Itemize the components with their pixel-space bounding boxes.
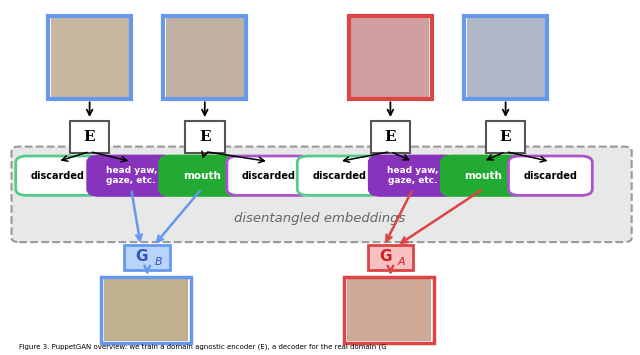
Text: E: E: [84, 130, 95, 144]
Text: disentangled embeddings: disentangled embeddings: [234, 212, 406, 225]
Text: mouth: mouth: [182, 171, 221, 181]
Text: Figure 3. PuppetGAN overview: we train a domain agnostic encoder (E), a decoder : Figure 3. PuppetGAN overview: we train a…: [19, 343, 387, 350]
FancyBboxPatch shape: [166, 17, 244, 98]
Text: discarded: discarded: [242, 171, 296, 181]
Text: $\mathbf{G}$: $\mathbf{G}$: [136, 247, 148, 264]
FancyBboxPatch shape: [51, 17, 129, 98]
Text: $\mathit{A}$: $\mathit{A}$: [397, 255, 406, 267]
Text: $\mathit{B}$: $\mathit{B}$: [154, 255, 163, 267]
Text: discarded: discarded: [312, 171, 366, 181]
FancyBboxPatch shape: [347, 278, 431, 341]
FancyBboxPatch shape: [298, 156, 381, 195]
Text: E: E: [385, 130, 396, 144]
Text: E: E: [500, 130, 511, 144]
FancyBboxPatch shape: [467, 17, 545, 98]
FancyBboxPatch shape: [369, 156, 456, 195]
FancyBboxPatch shape: [15, 156, 100, 195]
Text: discarded: discarded: [524, 171, 577, 181]
Text: head yaw,
gaze, etc.: head yaw, gaze, etc.: [106, 166, 157, 185]
FancyBboxPatch shape: [227, 156, 311, 195]
FancyBboxPatch shape: [160, 156, 244, 195]
Text: $\mathbf{G}$: $\mathbf{G}$: [379, 247, 392, 264]
FancyBboxPatch shape: [371, 121, 410, 153]
FancyBboxPatch shape: [185, 121, 225, 153]
FancyBboxPatch shape: [12, 147, 632, 242]
FancyBboxPatch shape: [367, 245, 413, 270]
FancyBboxPatch shape: [442, 156, 525, 195]
FancyBboxPatch shape: [509, 156, 593, 195]
FancyBboxPatch shape: [486, 121, 525, 153]
Text: mouth: mouth: [464, 171, 502, 181]
FancyBboxPatch shape: [351, 17, 429, 98]
FancyBboxPatch shape: [88, 156, 175, 195]
Text: E: E: [199, 130, 211, 144]
FancyBboxPatch shape: [104, 278, 188, 341]
FancyBboxPatch shape: [124, 245, 170, 270]
Text: discarded: discarded: [31, 171, 84, 181]
Text: head yaw,
gaze, etc.: head yaw, gaze, etc.: [387, 166, 438, 185]
FancyBboxPatch shape: [70, 121, 109, 153]
